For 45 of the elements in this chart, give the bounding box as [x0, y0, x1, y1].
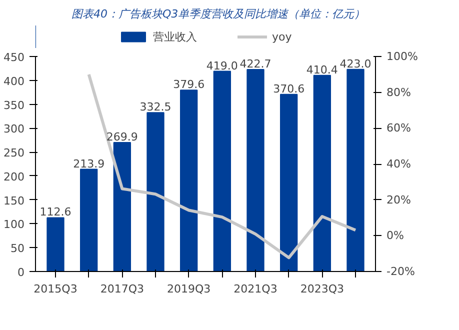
y-tick-label: 150: [4, 194, 25, 208]
y-tick-label: 200: [4, 170, 25, 184]
data-label: 410.4: [306, 63, 338, 76]
y2-tick-label: 60%: [386, 122, 411, 135]
data-label: 422.7: [240, 58, 272, 71]
data-label: 112.6: [40, 206, 72, 219]
data-label: 269.9: [106, 130, 138, 144]
chart-title: 图表40：广告板块Q3单季度营收及同比增速（单位：亿元）: [72, 8, 366, 20]
y-tick-label: 50: [10, 242, 25, 256]
y2-tick-label: 80%: [386, 86, 411, 99]
data-label: 423.0: [340, 57, 372, 70]
bar: [46, 217, 64, 272]
y-tick-label: 100: [4, 218, 25, 232]
data-label: 370.6: [273, 82, 305, 96]
y2-tick-label: 20%: [386, 193, 411, 206]
x-tick-label: 2017Q3: [100, 282, 144, 296]
legend-label: yoy: [272, 30, 292, 43]
y-tick-label: 450: [4, 51, 25, 64]
x-tick-label: 2019Q3: [167, 282, 211, 296]
bar: [146, 112, 164, 272]
x-tick-label: 2023Q3: [300, 282, 344, 296]
bar: [280, 94, 298, 272]
y2-tick-label: -20%: [386, 265, 415, 278]
bar: [80, 168, 98, 272]
data-label: 379.6: [173, 78, 205, 92]
bar: [346, 68, 364, 272]
bar: [313, 74, 331, 272]
y2-tick-label: 40%: [386, 158, 411, 170]
y-tick-label: 400: [4, 74, 25, 88]
bar: [180, 90, 198, 272]
y2-tick-label: 0%: [386, 229, 404, 242]
x-tick-label: 2015Q3: [34, 282, 78, 296]
y-tick-label: 300: [4, 122, 25, 136]
bar: [246, 69, 264, 272]
data-label: 332.5: [140, 100, 172, 114]
legend-label: 营业收入: [153, 29, 197, 44]
bar: [113, 142, 131, 272]
y-tick-label: 350: [4, 98, 25, 112]
data-label: 213.9: [73, 157, 105, 170]
y-tick-label: 250: [4, 146, 25, 160]
data-label: 419.0: [206, 59, 238, 72]
x-tick-label: 2021Q3: [234, 282, 278, 296]
bar: [213, 70, 231, 272]
y-tick-label: 0: [18, 266, 24, 279]
y2-tick-label: 100%: [386, 50, 418, 63]
